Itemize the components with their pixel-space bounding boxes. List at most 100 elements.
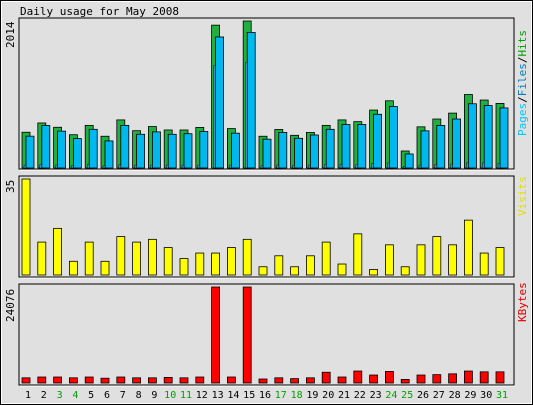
bar-files-day-17 (278, 131, 288, 169)
bar-pages-day-2 (39, 164, 42, 169)
x-tick-label-day-20: 20 (322, 390, 334, 401)
x-tick-label-day-7: 7 (120, 390, 126, 401)
bar-kbytes-day-28 (448, 373, 458, 384)
bar-pages-day-30 (482, 162, 485, 169)
bar-files-day-30 (483, 105, 493, 169)
x-tick-label-day-22: 22 (354, 390, 366, 401)
bar-visits-day-11 (179, 258, 189, 276)
bar-files-day-15 (246, 32, 256, 169)
bar-pages-day-12 (197, 164, 201, 169)
bar-kbytes-day-31 (495, 371, 505, 384)
bar-kbytes-day-6 (100, 377, 110, 384)
bar-kbytes-day-23 (369, 374, 379, 384)
bar-visits-day-16 (258, 266, 268, 276)
bar-kbytes-day-18 (290, 378, 300, 384)
bar-kbytes-day-12 (195, 376, 205, 384)
x-tick-label-day-30: 30 (480, 390, 492, 401)
legend-hits-panel: Pages/Files/Hits (516, 30, 529, 136)
bar-kbytes-day-9 (147, 377, 157, 384)
bar-pages-day-27 (434, 164, 437, 169)
bar-kbytes-day-16 (258, 378, 268, 384)
bar-visits-day-12 (195, 252, 205, 276)
bar-visits-day-22 (353, 233, 363, 276)
x-tick-label-day-24: 24 (385, 390, 397, 401)
bar-kbytes-day-14 (226, 376, 236, 384)
bar-visits-day-13 (211, 252, 221, 276)
bar-pages-day-10 (165, 164, 169, 169)
bar-visits-day-1 (21, 178, 31, 276)
bar-files-day-5 (88, 128, 98, 169)
bar-visits-day-3 (53, 227, 62, 276)
bar-pages-day-14 (229, 164, 232, 169)
bar-pages-day-8 (134, 164, 137, 169)
bar-files-day-14 (230, 132, 240, 169)
bar-visits-day-18 (290, 266, 300, 276)
bar-kbytes-day-11 (179, 377, 189, 384)
x-tick-label-day-23: 23 (370, 390, 382, 401)
legend-pages: Pages (516, 103, 529, 136)
bar-kbytes-day-1 (21, 377, 31, 384)
bar-pages-day-1 (23, 164, 27, 169)
x-tick-label-day-14: 14 (227, 390, 239, 401)
x-tick-label-day-28: 28 (449, 390, 461, 401)
bar-visits-day-10 (163, 247, 173, 276)
bar-pages-day-13 (213, 65, 216, 169)
bar-visits-day-26 (416, 244, 426, 276)
x-tick-label-day-11: 11 (180, 390, 192, 401)
bar-files-day-8 (136, 133, 146, 169)
x-tick-label-day-3: 3 (57, 390, 63, 401)
ymax-label-kbytes: 24076 (4, 289, 17, 322)
bar-visits-day-15 (242, 238, 252, 276)
bar-files-day-26 (420, 130, 430, 169)
x-tick-label-day-29: 29 (464, 390, 476, 401)
bar-files-day-19 (309, 134, 319, 169)
bar-files-day-21 (341, 124, 351, 169)
bar-pages-day-4 (71, 165, 74, 169)
bar-pages-day-3 (55, 164, 58, 169)
bar-kbytes-day-22 (353, 370, 363, 384)
bar-kbytes-day-4 (69, 377, 78, 384)
bar-kbytes-day-13 (211, 286, 221, 384)
bar-visits-day-17 (274, 255, 284, 276)
bar-pages-day-29 (466, 162, 469, 169)
bar-visits-day-5 (84, 241, 94, 276)
bar-pages-day-23 (371, 163, 374, 169)
x-tick-label-day-15: 15 (243, 390, 255, 401)
x-tick-label-day-27: 27 (433, 390, 445, 401)
bar-pages-day-7 (118, 164, 122, 169)
bar-files-day-2 (41, 125, 51, 169)
bar-kbytes-day-17 (274, 377, 284, 384)
x-tick-label-day-8: 8 (136, 390, 142, 401)
bar-files-day-4 (73, 138, 82, 169)
x-tick-label-day-2: 2 (41, 390, 47, 401)
bar-visits-day-20 (321, 241, 331, 276)
x-tick-label-day-25: 25 (401, 390, 413, 401)
bar-files-day-7 (120, 124, 130, 169)
bar-kbytes-day-26 (416, 374, 426, 384)
bar-files-day-6 (104, 140, 114, 169)
bar-visits-day-9 (147, 238, 157, 276)
x-tick-label-day-16: 16 (259, 390, 271, 401)
bar-pages-day-25 (403, 166, 406, 169)
x-tick-label-day-26: 26 (417, 390, 429, 401)
bar-kbytes-day-15 (242, 286, 252, 384)
chart-title: Daily usage for May 2008 (20, 5, 179, 18)
bar-pages-day-31 (497, 163, 501, 169)
bar-pages-day-17 (276, 164, 279, 169)
bar-pages-day-26 (418, 164, 422, 169)
bar-files-day-16 (262, 138, 272, 169)
bar-visits-day-6 (100, 260, 110, 276)
bar-visits-day-23 (369, 269, 379, 276)
bar-visits-day-31 (495, 247, 505, 276)
bar-files-day-9 (151, 131, 161, 169)
bar-kbytes-day-8 (132, 377, 142, 384)
bar-visits-day-30 (479, 252, 489, 276)
bar-files-day-18 (294, 137, 304, 169)
panel-visits (18, 175, 515, 278)
legend-hits: Hits (516, 30, 529, 57)
x-tick-label-day-17: 17 (275, 390, 287, 401)
bar-files-day-27 (436, 125, 446, 169)
ymax-label-hits: 2014 (4, 21, 17, 48)
